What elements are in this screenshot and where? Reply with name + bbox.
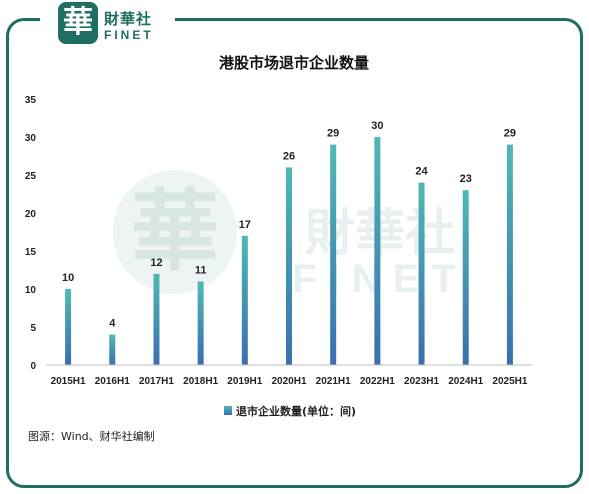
watermark-name-en: FINET: [292, 257, 468, 301]
legend-label: 退市企业数量(单位：间): [236, 404, 356, 418]
legend-swatch: [224, 406, 232, 415]
y-tick-label: 25: [25, 171, 37, 182]
data-label: 10: [62, 272, 74, 284]
bar: [418, 182, 425, 365]
x-tick-label: 2019H1: [227, 376, 262, 387]
bar: [241, 235, 248, 365]
x-tick-label: 2025H1: [492, 376, 527, 387]
bar: [462, 190, 469, 365]
y-tick-label: 10: [25, 285, 37, 296]
data-label: 29: [504, 128, 516, 140]
data-label: 12: [150, 257, 162, 269]
data-label: 29: [327, 128, 339, 140]
logo-name-cn: 財華社: [104, 10, 153, 28]
finet-logo: 華 財華社 FINET: [40, 2, 175, 46]
y-tick-label: 15: [25, 247, 37, 258]
x-tick-label: 2018H1: [183, 376, 218, 387]
y-tick-label: 20: [25, 209, 37, 220]
bar: [286, 167, 292, 365]
data-label: 23: [460, 173, 472, 185]
bar: [109, 334, 116, 365]
bar: [197, 281, 204, 365]
bar: [330, 144, 337, 365]
y-tick-label: 30: [25, 133, 37, 144]
y-tick-label: 35: [25, 95, 37, 106]
data-label: 26: [283, 150, 295, 162]
data-label: 17: [239, 219, 251, 231]
data-label: 24: [415, 166, 428, 178]
data-label: 11: [195, 264, 207, 276]
x-tick-label: 2022H1: [360, 376, 395, 387]
x-tick-label: 2021H1: [316, 376, 351, 387]
logo-name-en: FINET: [104, 28, 154, 42]
bar: [506, 144, 513, 365]
x-tick-label: 2024H1: [448, 376, 483, 387]
x-tick-label: 2020H1: [271, 376, 306, 387]
x-tick-label: 2023H1: [404, 376, 439, 387]
logo-badge: 華: [58, 2, 98, 44]
x-tick-label: 2015H1: [51, 376, 86, 387]
bar: [65, 289, 72, 365]
chart-frame: [6, 18, 583, 488]
chart-title: 港股市场退市企业数量: [219, 54, 369, 72]
data-label: 4: [109, 318, 116, 330]
y-tick-label: 5: [30, 323, 36, 334]
x-tick-label: 2017H1: [139, 376, 174, 387]
watermark-badge-char: 華: [131, 179, 219, 283]
bar: [153, 273, 160, 365]
watermark-badge: [113, 170, 237, 294]
y-tick-label: 0: [30, 361, 36, 372]
data-label: 30: [371, 120, 383, 132]
bar: [374, 137, 381, 365]
x-tick-label: 2016H1: [95, 376, 130, 387]
source-note: 图源：Wind、财华社编制: [28, 430, 155, 443]
